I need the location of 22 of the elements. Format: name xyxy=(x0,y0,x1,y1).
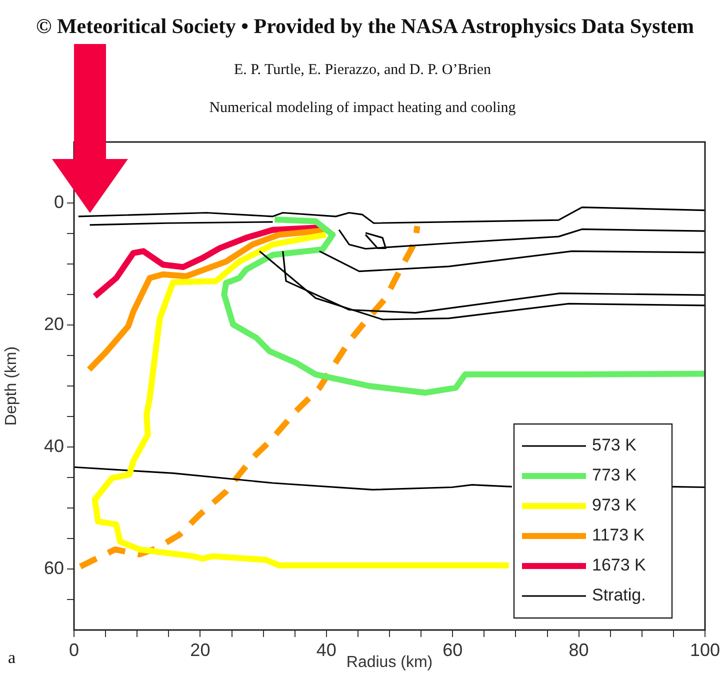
y-tick-label: 20 xyxy=(44,314,64,334)
legend-label: 973 K xyxy=(592,496,638,515)
x-tick-label: 100 xyxy=(690,640,720,660)
x-tick-label: 60 xyxy=(442,640,463,660)
x-axis-title: Radius (km) xyxy=(346,654,433,671)
x-tick-label: 20 xyxy=(190,640,210,660)
y-axis-title: Depth (km) xyxy=(3,346,20,426)
y-tick-label: 60 xyxy=(44,558,64,578)
legend-label: 1673 K xyxy=(592,556,647,575)
x-tick-label: 40 xyxy=(316,640,336,660)
text: E. P. Turtle, E. Pierazzo, and D. P. O’Brien xyxy=(232,62,492,79)
text: a xyxy=(8,648,16,668)
legend-label: 573 K xyxy=(592,436,638,455)
y-tick-label: 0 xyxy=(54,192,64,212)
text: © Meteoritical Society • Provided by the NASA Astrophysics Data System xyxy=(36,14,694,39)
text: Numerical modeling of impact heating and cooling xyxy=(208,100,517,117)
y-tick-label: 40 xyxy=(44,436,64,456)
legend-label: 773 K xyxy=(592,466,638,485)
legend-label: 1173 K xyxy=(592,526,646,545)
x-tick-label: 0 xyxy=(68,640,80,660)
legend-label: Stratig. xyxy=(592,586,646,605)
x-tick-label: 80 xyxy=(568,640,589,660)
